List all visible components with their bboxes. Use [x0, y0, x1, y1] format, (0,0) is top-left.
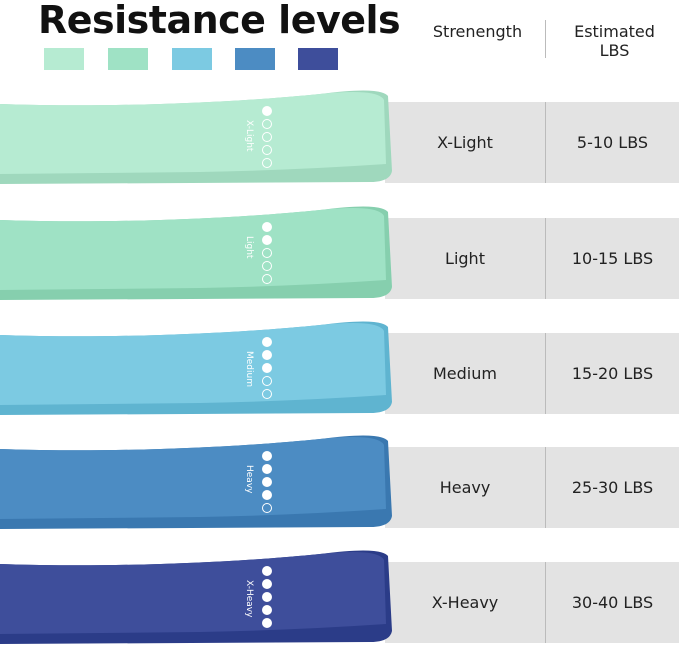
strength-cell: X-Heavy: [431, 593, 499, 612]
level-dot: [262, 337, 272, 347]
cell-divider: [545, 447, 546, 528]
color-swatch-4: [298, 48, 338, 70]
strength-cell: Medium: [433, 364, 497, 383]
level-dot: [262, 132, 272, 142]
band-image-heavy: Heavy: [0, 431, 392, 531]
color-swatch-3: [235, 48, 275, 70]
level-dot: [262, 235, 272, 245]
level-dot: [262, 158, 272, 168]
band-label: X-Heavy: [244, 580, 254, 618]
lbs-cell: 15-20 LBS: [571, 364, 654, 383]
strength-cell: Light: [445, 249, 485, 268]
level-dot: [262, 106, 272, 116]
level-dot: [262, 579, 272, 589]
header-divider: [545, 20, 546, 58]
level-dot: [262, 618, 272, 628]
lbs-cell: 25-30 LBS: [571, 478, 654, 497]
level-dot: [262, 376, 272, 386]
level-dot: [262, 566, 272, 576]
level-dot: [262, 592, 272, 602]
level-dot: [262, 464, 272, 474]
band-label: Heavy: [244, 465, 254, 494]
band-image-x-heavy: X-Heavy: [0, 546, 392, 646]
strength-cell: Heavy: [439, 478, 491, 497]
level-dot: [262, 363, 272, 373]
band-label: Light: [244, 236, 254, 259]
band-image-x-light: X-Light: [0, 86, 392, 186]
level-dot: [262, 350, 272, 360]
header-strength: Strenength: [432, 22, 523, 41]
level-dot: [262, 248, 272, 258]
level-dot: [262, 119, 272, 129]
table-row: Light 10-15 LBS: [385, 218, 679, 299]
level-dot: [262, 451, 272, 461]
level-dot: [262, 490, 272, 500]
lbs-cell: 30-40 LBS: [571, 593, 654, 612]
cell-divider: [545, 102, 546, 183]
band-label: X-Light: [244, 120, 254, 152]
level-dot: [262, 477, 272, 487]
cell-divider: [545, 562, 546, 643]
color-swatch-2: [172, 48, 212, 70]
table-row: X-Heavy 30-40 LBS: [385, 562, 679, 643]
table-row: Heavy 25-30 LBS: [385, 447, 679, 528]
page-title: Resistance levels: [38, 0, 401, 42]
level-dot: [262, 145, 272, 155]
header-estimated-lbs: Estimated LBS: [574, 22, 655, 60]
level-dot: [262, 261, 272, 271]
lbs-cell: 5-10 LBS: [576, 133, 649, 152]
lbs-cell: 10-15 LBS: [571, 249, 654, 268]
level-dot: [262, 389, 272, 399]
color-swatch-0: [44, 48, 84, 70]
level-dot: [262, 274, 272, 284]
band-image-light: Light: [0, 202, 392, 302]
strength-cell: X-Light: [437, 133, 493, 152]
band-label: Medium: [244, 351, 254, 387]
table-row: X-Light 5-10 LBS: [385, 102, 679, 183]
color-swatch-1: [108, 48, 148, 70]
level-dot: [262, 222, 272, 232]
cell-divider: [545, 218, 546, 299]
level-dot: [262, 605, 272, 615]
table-row: Medium 15-20 LBS: [385, 333, 679, 414]
level-dot: [262, 503, 272, 513]
cell-divider: [545, 333, 546, 414]
band-image-medium: Medium: [0, 317, 392, 417]
